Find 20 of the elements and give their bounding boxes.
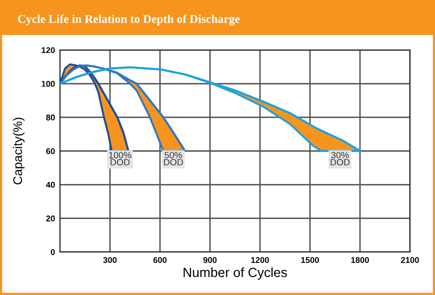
x-tick-label: 1200 xyxy=(251,257,269,263)
y-tick-label: 120 xyxy=(42,47,55,54)
y-tick-label: 60 xyxy=(46,148,55,154)
x-tick-label: 2100 xyxy=(401,257,419,263)
y-axis-title: Capacity(%) xyxy=(12,118,25,184)
y-tick-label: 40 xyxy=(46,182,55,188)
x-axis-title: Number of Cycles xyxy=(184,267,287,280)
x-tick-label: 1500 xyxy=(301,257,319,263)
y-tick-label: 80 xyxy=(46,114,55,120)
x-tick-label: 1800 xyxy=(351,257,369,263)
annotation: 50% DOD xyxy=(164,152,183,166)
annotation: 100% DOD xyxy=(109,152,132,166)
x-tick-label: 300 xyxy=(103,257,117,263)
y-tick-label: 0 xyxy=(50,249,55,256)
annotation: 30% DOD xyxy=(330,152,350,166)
chart-title: Cycle Life in Relation to Depth of Discharge xyxy=(18,14,240,26)
x-tick-label: 600 xyxy=(153,257,167,263)
x-tick-label: 900 xyxy=(203,257,217,263)
y-tick-label: 100 xyxy=(42,80,55,87)
y-tick-label: 20 xyxy=(46,216,55,222)
